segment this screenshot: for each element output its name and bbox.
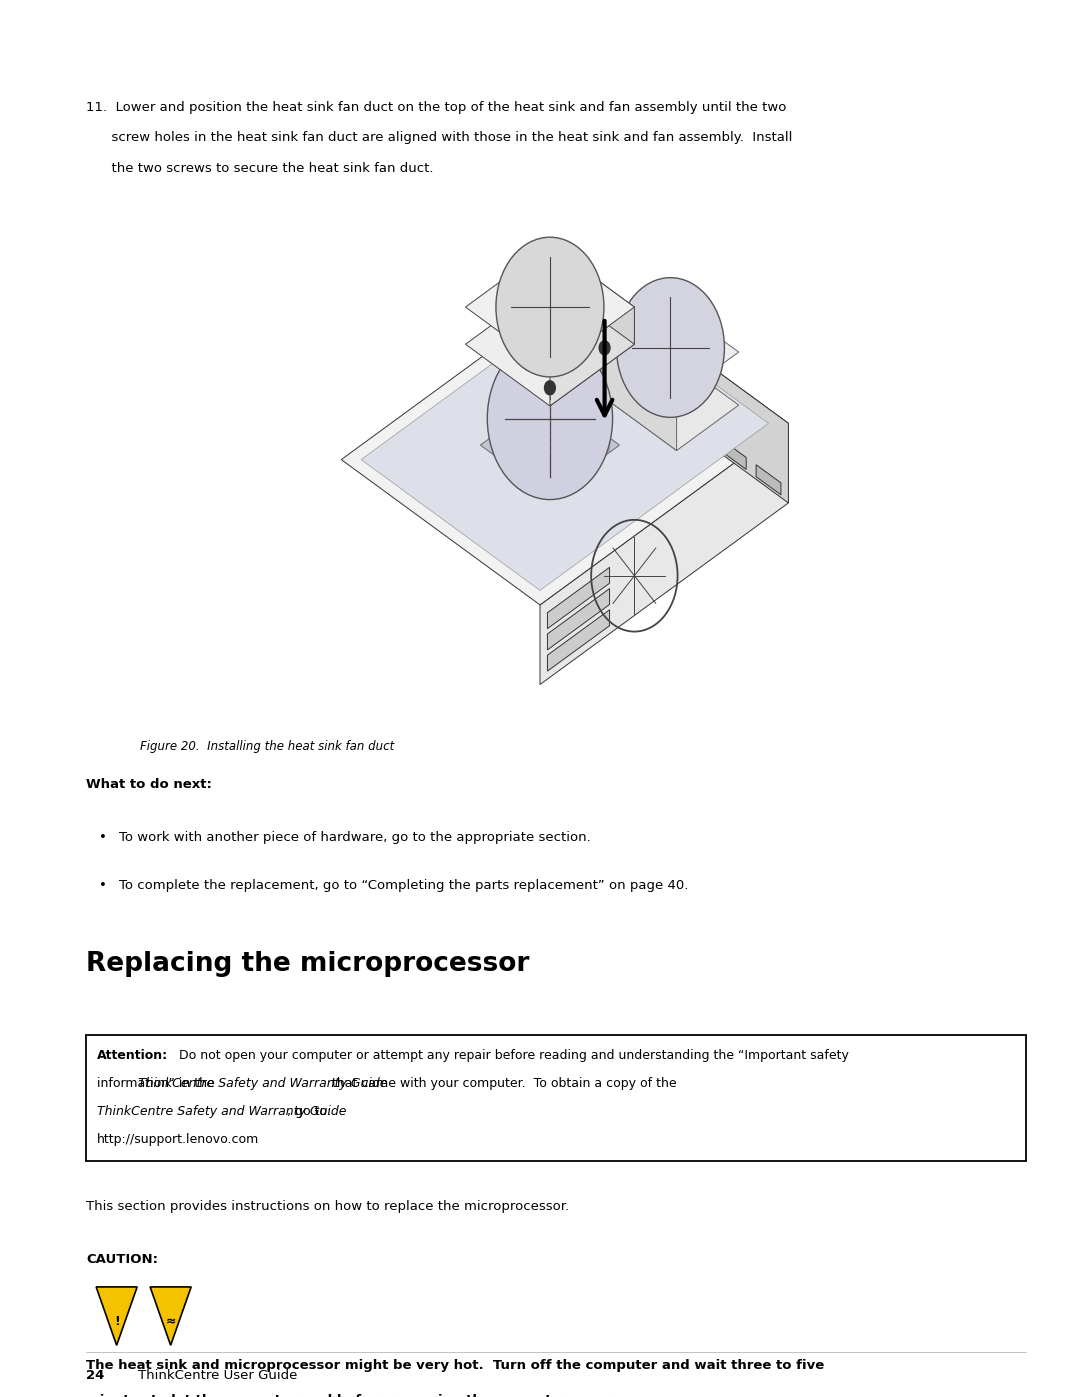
Text: screw holes in the heat sink fan duct are aligned with those in the heat sink an: screw holes in the heat sink fan duct ar…: [86, 131, 793, 144]
Polygon shape: [548, 567, 609, 629]
Text: information” in the: information” in the: [97, 1077, 219, 1090]
Polygon shape: [617, 363, 642, 393]
Polygon shape: [481, 394, 620, 496]
Polygon shape: [361, 292, 769, 591]
Polygon shape: [687, 414, 712, 444]
Text: To work with another piece of hardware, go to the appropriate section.: To work with another piece of hardware, …: [119, 831, 591, 844]
Text: Attention:: Attention:: [97, 1049, 168, 1062]
Text: Figure 20.  Installing the heat sink fan duct: Figure 20. Installing the heat sink fan …: [140, 740, 394, 753]
Polygon shape: [548, 609, 609, 671]
Text: ThinkCentre Safety and Warranty Guide: ThinkCentre Safety and Warranty Guide: [138, 1077, 388, 1090]
Text: •: •: [99, 879, 107, 891]
Polygon shape: [540, 423, 788, 685]
Polygon shape: [756, 465, 781, 495]
Polygon shape: [603, 298, 739, 398]
Polygon shape: [465, 282, 634, 407]
Polygon shape: [550, 307, 634, 407]
Text: The heat sink and microprocessor might be very hot.  Turn off the computer and w: The heat sink and microprocessor might b…: [86, 1359, 825, 1372]
Polygon shape: [603, 351, 739, 450]
Polygon shape: [550, 246, 634, 344]
Polygon shape: [96, 1287, 137, 1345]
Text: ThinkCentre Safety and Warranty Guide: ThinkCentre Safety and Warranty Guide: [97, 1105, 347, 1118]
Text: http://support.lenovo.com: http://support.lenovo.com: [97, 1133, 259, 1146]
Circle shape: [487, 338, 612, 500]
Polygon shape: [150, 1287, 191, 1345]
Text: What to do next:: What to do next:: [86, 778, 213, 791]
Circle shape: [544, 381, 555, 395]
Text: minutes to let the computer cool before removing the computer cover.: minutes to let the computer cool before …: [86, 1394, 617, 1397]
Text: To complete the replacement, go to “Completing the parts replacement” on page 40: To complete the replacement, go to “Comp…: [119, 879, 688, 891]
Text: Do not open your computer or attempt any repair before reading and understanding: Do not open your computer or attempt any…: [175, 1049, 849, 1062]
Polygon shape: [652, 388, 677, 419]
Text: , go to:: , go to:: [287, 1105, 332, 1118]
Polygon shape: [548, 588, 609, 650]
Polygon shape: [603, 344, 677, 450]
Text: ThinkCentre User Guide: ThinkCentre User Guide: [138, 1369, 298, 1382]
Text: the two screws to secure the heat sink fan duct.: the two screws to secure the heat sink f…: [86, 162, 434, 175]
Polygon shape: [592, 436, 598, 465]
Polygon shape: [561, 460, 567, 489]
Polygon shape: [571, 451, 578, 481]
Text: ≈: ≈: [165, 1316, 176, 1329]
Polygon shape: [581, 444, 589, 474]
Polygon shape: [590, 278, 788, 503]
Circle shape: [599, 341, 610, 355]
Text: •: •: [99, 831, 107, 844]
Circle shape: [617, 278, 725, 418]
Text: that came with your computer.  To obtain a copy of the: that came with your computer. To obtain …: [328, 1077, 677, 1090]
Text: 11.  Lower and position the heat sink fan duct on the top of the heat sink and f: 11. Lower and position the heat sink fan…: [86, 101, 786, 113]
FancyBboxPatch shape: [86, 1035, 1026, 1161]
Text: Replacing the microprocessor: Replacing the microprocessor: [86, 951, 530, 978]
Text: CAUTION:: CAUTION:: [86, 1253, 159, 1266]
Polygon shape: [465, 246, 634, 369]
Polygon shape: [721, 439, 746, 469]
Text: 24: 24: [86, 1369, 105, 1382]
Circle shape: [496, 237, 604, 377]
Text: This section provides instructions on how to replace the microprocessor.: This section provides instructions on ho…: [86, 1200, 569, 1213]
Polygon shape: [550, 467, 557, 496]
Polygon shape: [341, 278, 788, 605]
Text: !: !: [113, 1316, 120, 1329]
Polygon shape: [603, 429, 609, 458]
